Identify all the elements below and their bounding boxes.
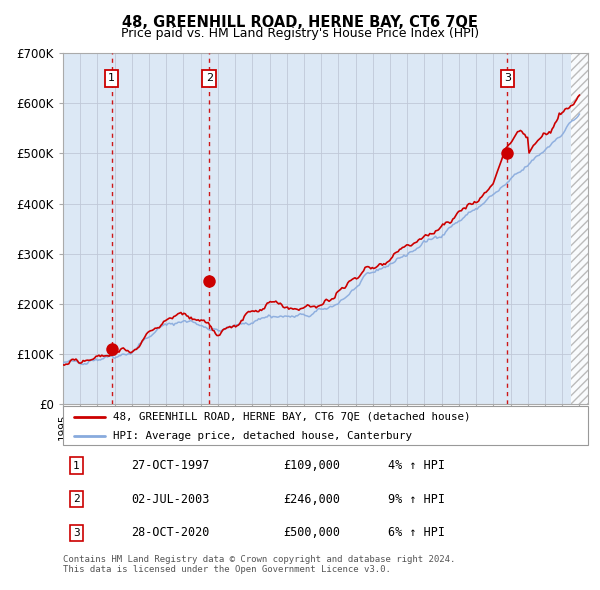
Text: 4% ↑ HPI: 4% ↑ HPI xyxy=(389,459,445,472)
Text: 2: 2 xyxy=(206,73,213,83)
Text: 48, GREENHILL ROAD, HERNE BAY, CT6 7QE (detached house): 48, GREENHILL ROAD, HERNE BAY, CT6 7QE (… xyxy=(113,412,470,422)
Text: 1: 1 xyxy=(73,461,79,471)
Text: HPI: Average price, detached house, Canterbury: HPI: Average price, detached house, Cant… xyxy=(113,431,412,441)
Text: 3: 3 xyxy=(504,73,511,83)
Text: 28-OCT-2020: 28-OCT-2020 xyxy=(131,526,209,539)
Bar xyxy=(571,53,588,404)
Text: 6% ↑ HPI: 6% ↑ HPI xyxy=(389,526,445,539)
Text: 48, GREENHILL ROAD, HERNE BAY, CT6 7QE: 48, GREENHILL ROAD, HERNE BAY, CT6 7QE xyxy=(122,15,478,30)
Text: 9% ↑ HPI: 9% ↑ HPI xyxy=(389,493,445,506)
Text: Contains HM Land Registry data © Crown copyright and database right 2024.
This d: Contains HM Land Registry data © Crown c… xyxy=(63,555,455,574)
Text: £246,000: £246,000 xyxy=(284,493,341,506)
Text: 3: 3 xyxy=(73,527,79,537)
Text: 2: 2 xyxy=(73,494,79,504)
Bar xyxy=(571,53,588,404)
Text: £500,000: £500,000 xyxy=(284,526,341,539)
FancyBboxPatch shape xyxy=(63,406,588,445)
Text: 1: 1 xyxy=(108,73,115,83)
Text: 02-JUL-2003: 02-JUL-2003 xyxy=(131,493,209,506)
Text: 27-OCT-1997: 27-OCT-1997 xyxy=(131,459,209,472)
Text: £109,000: £109,000 xyxy=(284,459,341,472)
Text: Price paid vs. HM Land Registry's House Price Index (HPI): Price paid vs. HM Land Registry's House … xyxy=(121,27,479,40)
